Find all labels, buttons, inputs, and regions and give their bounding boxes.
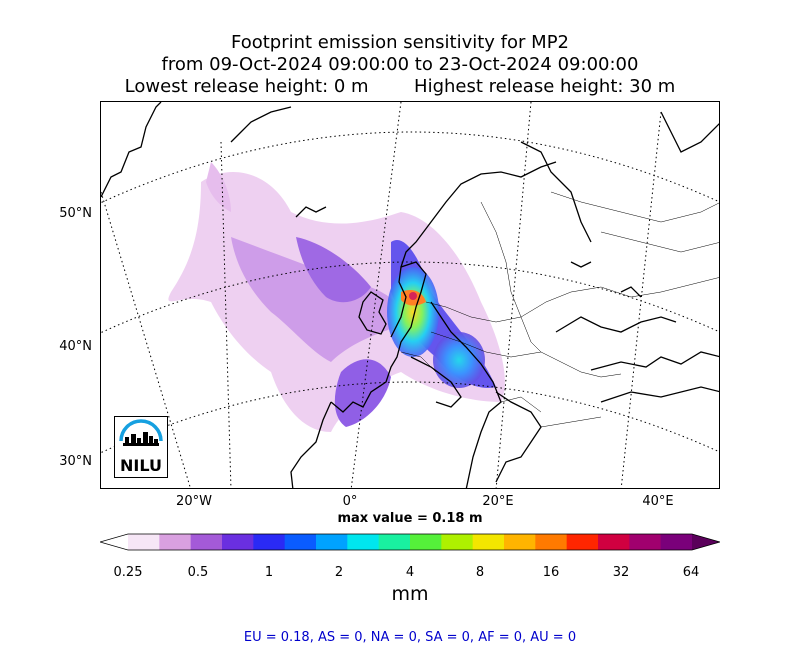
colorbar-tick: 4 bbox=[405, 565, 415, 580]
chart-title: Footprint emission sensitivity for MP2 bbox=[230, 32, 569, 53]
colorbar-segment bbox=[566, 534, 599, 550]
nilu-logo-text: NILU bbox=[120, 456, 162, 475]
country-borders bbox=[400, 191, 719, 428]
colorbar-segment bbox=[190, 534, 223, 550]
colorbar-under-arrow bbox=[100, 534, 128, 550]
colorbar-over-arrow bbox=[692, 534, 720, 550]
colorbar-segment bbox=[222, 534, 254, 550]
colorbar-tick: 2 bbox=[334, 565, 344, 580]
release-heights: Lowest release height: 0 m Highest relea… bbox=[0, 76, 800, 98]
colorbar-unit: mm bbox=[391, 583, 429, 605]
colorbar-tick: 0.25 bbox=[113, 565, 143, 580]
nilu-logo: NILU bbox=[114, 416, 168, 478]
colorbar-segment bbox=[316, 534, 348, 550]
colorbar bbox=[98, 533, 722, 555]
lon-label-20w: 20°W bbox=[176, 494, 212, 509]
colorbar-segment bbox=[159, 534, 192, 550]
colorbar-segment bbox=[504, 534, 536, 550]
colorbar-segment bbox=[660, 534, 693, 550]
map-canvas bbox=[101, 102, 719, 488]
lowest-release-height: Lowest release height: 0 m bbox=[124, 76, 369, 97]
colorbar-segment bbox=[441, 534, 474, 550]
region-summary: EU = 0.18, AS = 0, NA = 0, SA = 0, AF = … bbox=[243, 630, 577, 645]
lat-label-40n: 40°N bbox=[59, 339, 92, 354]
lon-label-0: 0° bbox=[342, 494, 358, 509]
colorbar-segment bbox=[284, 534, 317, 550]
colorbar-tick: 1 bbox=[264, 565, 274, 580]
colorbar-tick: 8 bbox=[475, 565, 485, 580]
colorbar-segment bbox=[128, 534, 160, 550]
time-range: from 09-Oct-2024 09:00:00 to 23-Oct-2024… bbox=[161, 54, 639, 75]
footprint-map[interactable] bbox=[100, 101, 720, 489]
colorbar-tick: 0.5 bbox=[187, 565, 209, 580]
colorbar-segment bbox=[598, 534, 630, 550]
lon-label-20e: 20°E bbox=[482, 494, 514, 509]
coastlines bbox=[101, 102, 719, 488]
lat-label-30n: 30°N bbox=[59, 454, 92, 469]
colorbar-segment bbox=[410, 534, 442, 550]
nilu-logo-icon bbox=[119, 419, 163, 446]
highest-release-height: Highest release height: 30 m bbox=[414, 76, 676, 97]
colorbar-segment bbox=[378, 534, 411, 550]
colorbar-segment bbox=[347, 534, 380, 550]
lat-label-50n: 50°N bbox=[59, 206, 92, 221]
colorbar-segment bbox=[472, 534, 505, 550]
colorbar-tick: 64 bbox=[682, 565, 700, 580]
colorbar-canvas bbox=[98, 533, 722, 551]
colorbar-segment bbox=[535, 534, 568, 550]
colorbar-segment bbox=[629, 534, 662, 550]
max-value-label: max value = 0.18 m bbox=[337, 511, 483, 526]
colorbar-tick: 16 bbox=[542, 565, 560, 580]
colorbar-segment bbox=[253, 534, 286, 550]
lon-label-40e: 40°E bbox=[642, 494, 674, 509]
footprint-plume bbox=[168, 162, 505, 432]
colorbar-tick: 32 bbox=[612, 565, 630, 580]
